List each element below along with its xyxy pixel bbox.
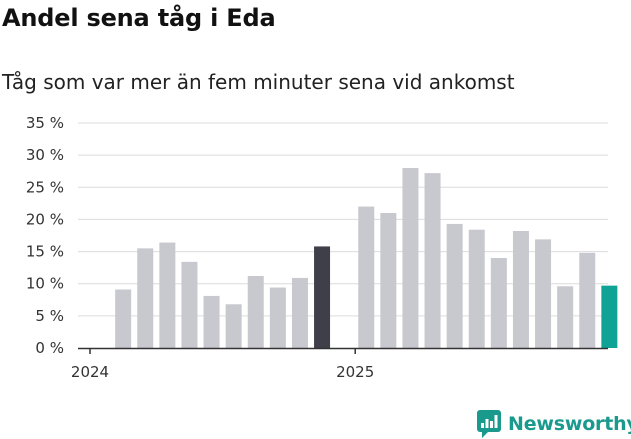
bar-2025-11 [579, 252, 596, 348]
y-tick-label: 20 % [26, 210, 64, 228]
y-tick-label: 15 % [26, 243, 64, 261]
bar-2024-08 [247, 276, 264, 348]
bar-2024-07 [225, 304, 242, 348]
bar-2025-04 [424, 173, 441, 348]
brand-name: Newsworthy [508, 413, 631, 435]
x-tick-label: 2025 [336, 363, 374, 381]
y-tick-label: 10 % [26, 275, 64, 293]
y-tick-label: 0 % [35, 339, 64, 357]
newsworthy-logo-icon [477, 410, 501, 438]
chart-subtitle: Tåg som var mer än fem minuter sena vid … [2, 70, 515, 94]
y-axis-ticks: 0 % 5 % 10 % 15 % 20 % 25 % 30 % 35 % [26, 114, 64, 357]
bar-2024-05 [181, 261, 198, 348]
y-tick-label: 35 % [26, 114, 64, 132]
bar-2024-04 [159, 242, 176, 348]
bar-2025-05 [446, 223, 463, 348]
brand-logo: Newsworthy [476, 408, 631, 439]
bar-2025-01 [358, 206, 375, 348]
bar-2024-03 [137, 248, 154, 348]
chart-title: Andel sena tåg i Eda [2, 4, 276, 32]
y-tick-label: 25 % [26, 178, 64, 196]
bar-chart: 0 % 5 % 10 % 15 % 20 % 25 % 30 % 35 % 2024 2025 [26, 114, 618, 381]
bar-2024-06 [203, 295, 220, 348]
y-tick-label: 5 % [35, 307, 64, 325]
y-tick-label: 30 % [26, 146, 64, 164]
bar-2024-09 [269, 287, 286, 348]
bar-2024-10 [291, 277, 308, 348]
bar-2024-02 [115, 289, 132, 348]
bar-2025-03 [402, 168, 419, 348]
x-axis-ticks: 2024 2025 [71, 348, 374, 381]
bar-2025-10 [557, 286, 574, 348]
x-tick-label: 2024 [71, 363, 109, 381]
bar-2025-09 [535, 239, 552, 348]
bars [115, 168, 618, 348]
bar-2025-06 [468, 229, 485, 348]
bar-2025-02 [380, 213, 397, 348]
bar-2025-07 [490, 258, 507, 348]
bar-2025-08 [512, 231, 529, 348]
bar-2025-12 [601, 285, 618, 348]
bar-2024-11 [314, 246, 331, 348]
